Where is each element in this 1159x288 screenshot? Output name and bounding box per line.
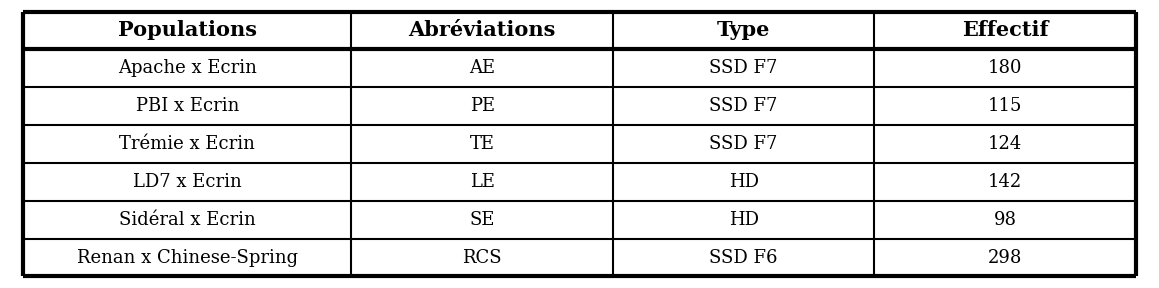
Text: HD: HD — [729, 211, 759, 229]
Bar — [874, 87, 1136, 125]
Bar — [874, 49, 1136, 87]
Text: 124: 124 — [987, 135, 1022, 153]
Text: Type: Type — [717, 20, 771, 40]
Bar — [23, 49, 351, 87]
Bar — [613, 163, 874, 201]
Bar — [351, 201, 613, 239]
Bar — [23, 87, 351, 125]
Bar — [23, 163, 351, 201]
Text: Apache x Ecrin: Apache x Ecrin — [118, 59, 257, 77]
Bar — [23, 12, 351, 49]
Bar — [613, 239, 874, 276]
Text: 115: 115 — [987, 97, 1022, 115]
Bar — [874, 239, 1136, 276]
Bar — [874, 163, 1136, 201]
Bar — [613, 12, 874, 49]
Text: RCS: RCS — [462, 249, 502, 267]
Text: Trémie x Ecrin: Trémie x Ecrin — [119, 135, 255, 153]
Text: Populations: Populations — [118, 20, 257, 40]
Text: Renan x Chinese-Spring: Renan x Chinese-Spring — [76, 249, 298, 267]
Text: TE: TE — [469, 135, 495, 153]
Text: AE: AE — [469, 59, 495, 77]
Text: LD7 x Ecrin: LD7 x Ecrin — [133, 173, 242, 191]
Text: SSD F6: SSD F6 — [709, 249, 778, 267]
Bar — [874, 125, 1136, 163]
Bar — [23, 239, 351, 276]
Bar — [613, 201, 874, 239]
Text: PBI x Ecrin: PBI x Ecrin — [136, 97, 239, 115]
Bar — [874, 201, 1136, 239]
Text: Abréviations: Abréviations — [408, 20, 556, 40]
Bar — [351, 163, 613, 201]
Bar — [23, 201, 351, 239]
Bar — [351, 49, 613, 87]
Text: 98: 98 — [993, 211, 1016, 229]
Bar — [874, 12, 1136, 49]
Text: SE: SE — [469, 211, 495, 229]
Text: 298: 298 — [987, 249, 1022, 267]
Text: SSD F7: SSD F7 — [709, 135, 778, 153]
Text: Effectif: Effectif — [962, 20, 1049, 40]
Text: LE: LE — [469, 173, 495, 191]
Text: 142: 142 — [987, 173, 1022, 191]
Text: HD: HD — [729, 173, 759, 191]
Bar — [351, 239, 613, 276]
Text: Sidéral x Ecrin: Sidéral x Ecrin — [119, 211, 256, 229]
Bar — [351, 12, 613, 49]
Text: 180: 180 — [987, 59, 1022, 77]
Text: SSD F7: SSD F7 — [709, 97, 778, 115]
Bar — [351, 125, 613, 163]
Bar — [613, 49, 874, 87]
Bar — [613, 125, 874, 163]
Text: PE: PE — [469, 97, 495, 115]
Bar — [23, 125, 351, 163]
Bar — [613, 87, 874, 125]
Bar — [351, 87, 613, 125]
Text: SSD F7: SSD F7 — [709, 59, 778, 77]
